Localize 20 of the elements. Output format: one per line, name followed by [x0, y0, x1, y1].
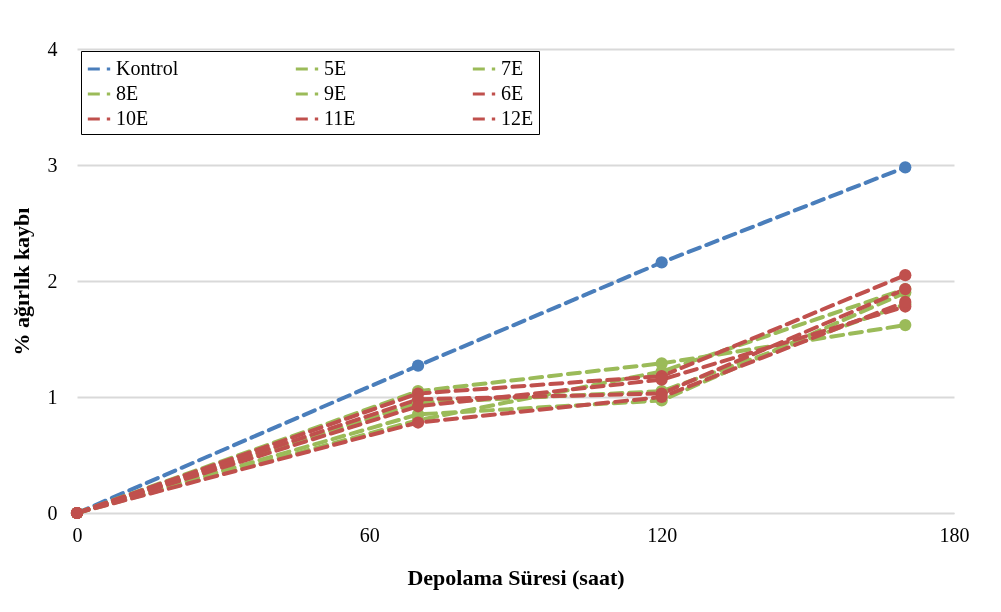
x-tick-label: 120 [647, 523, 678, 546]
y-tick-label: 3 [47, 153, 58, 176]
legend-label: 6E [501, 82, 524, 104]
y-tick-label: 0 [47, 501, 58, 524]
y-tick-label: 1 [47, 385, 58, 408]
legend-label: 8E [116, 82, 139, 104]
y-axis-title: % ağırlık kaybı [8, 207, 34, 356]
legend-label: 9E [324, 82, 347, 104]
y-tick-label: 4 [47, 37, 58, 60]
legend-label: 5E [324, 57, 347, 79]
x-tick-label: 60 [359, 523, 380, 546]
legend-label: 7E [501, 57, 524, 79]
x-axis-title: Depolama Süresi (saat) [407, 564, 625, 590]
x-tick-label: 0 [72, 523, 83, 546]
legend-label: 11E [324, 107, 356, 129]
legend-label: 10E [116, 107, 149, 129]
legend-label: 12E [501, 107, 534, 129]
x-tick-label: 180 [939, 523, 970, 546]
y-tick-label: 2 [47, 269, 58, 292]
legend-label: Kontrol [116, 57, 179, 79]
